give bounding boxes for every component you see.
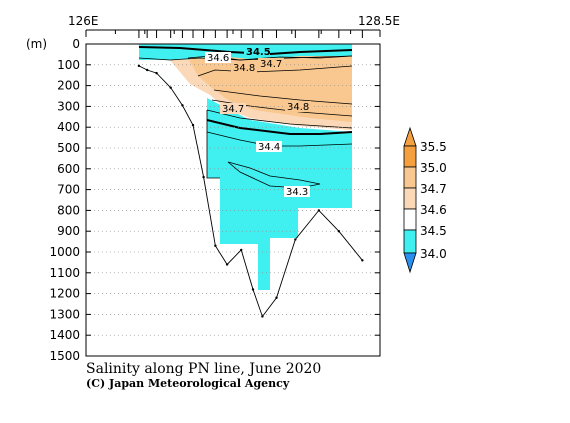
colorbar-seg-34_7-34_6 (403, 187, 417, 210)
colorbar: 35.5 35.0 34.7 34.6 34.5 34.0 (403, 126, 447, 274)
contour-label-34_6: 34.6 (207, 53, 229, 64)
colorbar-bottom-arrow (403, 252, 417, 274)
y-tick-label: 1100 (49, 266, 80, 280)
y-tick-label: 300 (57, 99, 80, 113)
y-tick-label: 400 (57, 120, 80, 134)
contour-label-34_7-mid: 34.7 (222, 104, 244, 115)
station-point (169, 86, 172, 89)
station-point (361, 259, 364, 262)
station-point (191, 123, 195, 127)
station-point (225, 263, 229, 266)
y-axis-unit: (m) (26, 37, 47, 51)
y-tick-label: 1500 (49, 349, 80, 363)
y-tick-label: 0 (72, 37, 80, 51)
contour-34_3-b (206, 110, 220, 179)
colorbar-seg-34_5-34_0 (403, 229, 417, 254)
y-tick-label: 700 (57, 183, 80, 197)
plot-frame (85, 43, 381, 357)
colorbar-label-35_5: 35.5 (420, 140, 447, 154)
fill-slope-white (139, 66, 220, 244)
contour-34_8-b (213, 89, 353, 105)
y-tick-label: 900 (57, 224, 80, 238)
axis-layer: 0 100 200 300 400 500 600 700 800 900 1000 1100 1200… (49, 29, 381, 363)
y-tick-label: 1200 (49, 287, 80, 301)
contour-label-34_3: 34.3 (286, 187, 308, 198)
station-point (275, 296, 278, 299)
y-tick-label: 1000 (49, 245, 80, 259)
contour-label-34_5-top: 34.5 (246, 47, 271, 58)
chart-credit: (C) Japan Meteorological Agency (86, 377, 290, 390)
colorbar-top-arrow (403, 126, 417, 147)
contour-labels: 34.5 34.6 34.8 34.7 34.7 34.8 34.4 34.3 (205, 46, 311, 198)
contour-label-34_8-top: 34.8 (233, 63, 255, 74)
colorbar-label-35_0: 35.0 (420, 161, 447, 175)
y-tick-label: 200 (57, 79, 80, 93)
contour-label-34_7-top: 34.7 (260, 59, 282, 70)
colorbar-label-34_0: 34.0 (420, 247, 447, 261)
station-point (155, 71, 158, 75)
colorbar-seg-34_6-34_5 (403, 208, 417, 231)
chart-title: Salinity along PN line, June 2020 (86, 361, 321, 377)
contour-34_3-a (227, 161, 321, 189)
colorbar-seg-35_5-35_0 (403, 145, 417, 168)
contour-34_7-a (187, 55, 353, 61)
y-tick-label: 500 (57, 141, 80, 155)
station-point (240, 248, 243, 252)
contour-label-34_8-mid: 34.8 (287, 102, 309, 113)
station-point (214, 244, 217, 247)
station-point (251, 288, 255, 291)
colorbar-label-34_5: 34.5 (420, 224, 447, 238)
station-point (294, 238, 297, 241)
bottom-profile (137, 64, 364, 318)
station-point (181, 104, 184, 107)
grid-layer (86, 64, 380, 336)
fill-mid-cyan (207, 112, 352, 140)
colorbar-label-34_7: 34.7 (420, 182, 447, 196)
station-point (202, 175, 205, 179)
contour-34_5-lower (206, 119, 353, 135)
x-tick-label-126e: 126E (68, 14, 99, 28)
station-point (261, 315, 264, 318)
x-tick-label-128_5e: 128.5E (358, 14, 400, 28)
colorbar-seg-35_0-34_7 (403, 166, 417, 189)
station-point (337, 230, 341, 233)
contour-label-34_4: 34.4 (258, 142, 280, 153)
station-point (317, 209, 321, 212)
colorbar-label-34_6: 34.6 (420, 203, 447, 217)
y-tick-label: 800 (57, 203, 80, 217)
station-point (145, 68, 149, 72)
y-tick-label: 1300 (49, 307, 80, 321)
y-tick-label: 100 (57, 58, 80, 72)
y-tick-label: 1400 (49, 328, 80, 342)
y-tick-label: 600 (57, 162, 80, 176)
station-point (137, 64, 141, 68)
